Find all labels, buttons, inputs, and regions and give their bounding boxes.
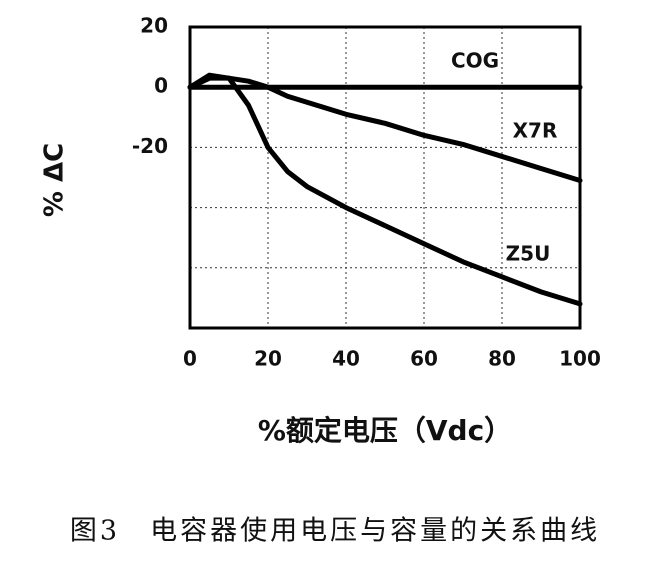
series-label: COG — [451, 49, 499, 73]
y-axis-label: % ΔC — [40, 143, 70, 217]
y-tick-label: 0 — [154, 74, 168, 98]
x-tick-label: 20 — [254, 347, 282, 371]
series-label: Z5U — [506, 242, 551, 266]
x-tick-label: 100 — [559, 347, 601, 371]
plot-frame — [188, 25, 582, 330]
x-tick-label: 0 — [183, 347, 197, 371]
x-axis-label: %额定电压（Vdc） — [258, 414, 512, 447]
y-tick-label: 20 — [140, 14, 168, 38]
series-label: X7R — [513, 119, 558, 143]
series-line — [187, 72, 583, 307]
y-tick-label: -20 — [132, 134, 168, 158]
caption: 图3 电容器使用电压与容量的关系曲线 — [70, 516, 600, 547]
x-tick-label: 80 — [488, 347, 516, 371]
x-tick-label: 60 — [410, 347, 438, 371]
x-tick-label: 40 — [332, 347, 360, 371]
